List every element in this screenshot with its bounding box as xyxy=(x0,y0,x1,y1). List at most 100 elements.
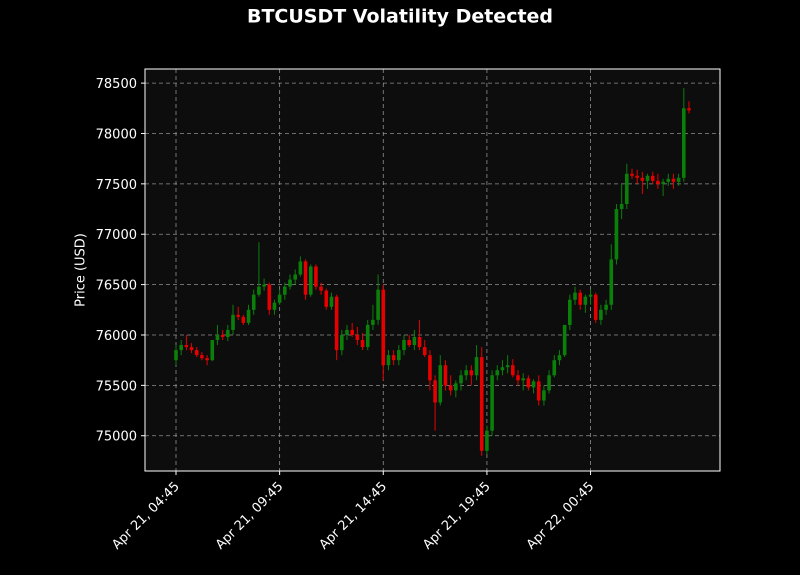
candle-body xyxy=(407,340,411,346)
candle-body xyxy=(314,266,318,287)
candle-body xyxy=(479,357,484,451)
candle-body xyxy=(666,178,671,182)
candle-body xyxy=(682,108,686,178)
candle-body xyxy=(640,177,645,181)
candle-body xyxy=(283,286,287,295)
candle-body xyxy=(417,337,422,348)
candle-body xyxy=(293,274,297,280)
candle-body xyxy=(531,381,536,388)
y-tick-label: 77500 xyxy=(96,178,137,193)
y-axis-label: Price (USD) xyxy=(74,233,89,307)
y-tick-label: 76500 xyxy=(96,279,137,294)
candle-body xyxy=(319,286,323,291)
candle-body xyxy=(599,309,603,320)
candle-body xyxy=(593,294,598,320)
candle-body xyxy=(661,181,665,184)
y-tick-label: 78500 xyxy=(96,77,137,92)
candle-body xyxy=(630,173,634,176)
candle-body xyxy=(329,296,334,307)
candle-body xyxy=(179,345,183,351)
candle-body xyxy=(443,365,448,386)
candle-body xyxy=(241,316,246,323)
candle-body xyxy=(272,302,277,310)
candle-body xyxy=(391,355,396,361)
candle-body xyxy=(474,357,479,376)
candle-body xyxy=(526,378,531,388)
candle-body xyxy=(650,175,655,181)
candle-body xyxy=(231,314,235,330)
candle-body xyxy=(246,309,251,323)
plot-area xyxy=(145,69,720,471)
candle-body xyxy=(365,324,370,348)
candle-body xyxy=(542,390,546,401)
candle-body xyxy=(454,383,458,391)
candle-body xyxy=(189,347,194,351)
candle-body xyxy=(552,360,557,376)
candle-body xyxy=(521,378,525,381)
candle-body xyxy=(200,355,204,359)
y-tick-label: 76000 xyxy=(96,329,137,344)
candle-body xyxy=(334,296,339,351)
candle-body xyxy=(386,355,391,366)
y-tick-label: 77000 xyxy=(96,228,137,243)
candle-body xyxy=(345,329,349,335)
candle-body xyxy=(236,314,240,317)
candle-body xyxy=(251,294,256,310)
candle-body xyxy=(516,375,520,381)
chart-title: BTCUSDT Volatility Detected xyxy=(247,6,553,28)
candle-body xyxy=(350,329,354,335)
candle-body xyxy=(428,355,432,381)
candle-body xyxy=(210,340,215,361)
candle-body xyxy=(536,381,541,401)
candle-body xyxy=(422,347,427,356)
candle-body xyxy=(635,175,639,178)
candle-body xyxy=(397,350,401,361)
candle-body xyxy=(376,289,380,320)
candle-body xyxy=(298,261,303,275)
candle-body xyxy=(614,209,619,260)
candle-body xyxy=(469,370,474,376)
candle-body xyxy=(215,334,220,341)
y-tick-label: 75000 xyxy=(96,430,137,445)
candle-body xyxy=(459,375,463,384)
candle-body xyxy=(340,334,344,351)
candle-body xyxy=(505,365,510,368)
candle-body xyxy=(226,329,230,337)
candle-body xyxy=(174,350,178,361)
candle-body xyxy=(184,345,189,348)
candle-body xyxy=(308,266,313,295)
candle-body xyxy=(609,259,614,305)
candle-body xyxy=(205,358,209,361)
candle-body xyxy=(464,370,468,376)
candle-body xyxy=(490,375,494,431)
candle-body xyxy=(303,261,308,295)
candle-body xyxy=(288,279,292,287)
candle-body xyxy=(438,365,443,403)
candle-body xyxy=(220,334,225,337)
candle-body xyxy=(573,292,577,300)
candle-body xyxy=(583,296,588,305)
candle-body xyxy=(257,286,261,295)
y-tick-label: 78000 xyxy=(96,127,137,142)
candle-body xyxy=(656,180,660,184)
candle-body xyxy=(588,294,593,297)
candle-body xyxy=(448,385,453,391)
candle-body xyxy=(485,430,489,451)
candle-body xyxy=(625,173,629,205)
candle-body xyxy=(495,370,500,376)
candle-body xyxy=(645,175,650,181)
candle-body xyxy=(412,337,417,346)
candle-body xyxy=(433,380,437,403)
candle-body xyxy=(619,204,624,210)
candle-body xyxy=(402,340,406,351)
candle-body xyxy=(578,292,582,305)
candle-body xyxy=(604,304,608,310)
candle-body xyxy=(562,324,567,356)
candle-body xyxy=(676,177,681,182)
candle-body xyxy=(324,290,329,307)
candle-body xyxy=(500,367,505,371)
candle-body xyxy=(267,284,272,310)
candle-body xyxy=(547,375,551,391)
